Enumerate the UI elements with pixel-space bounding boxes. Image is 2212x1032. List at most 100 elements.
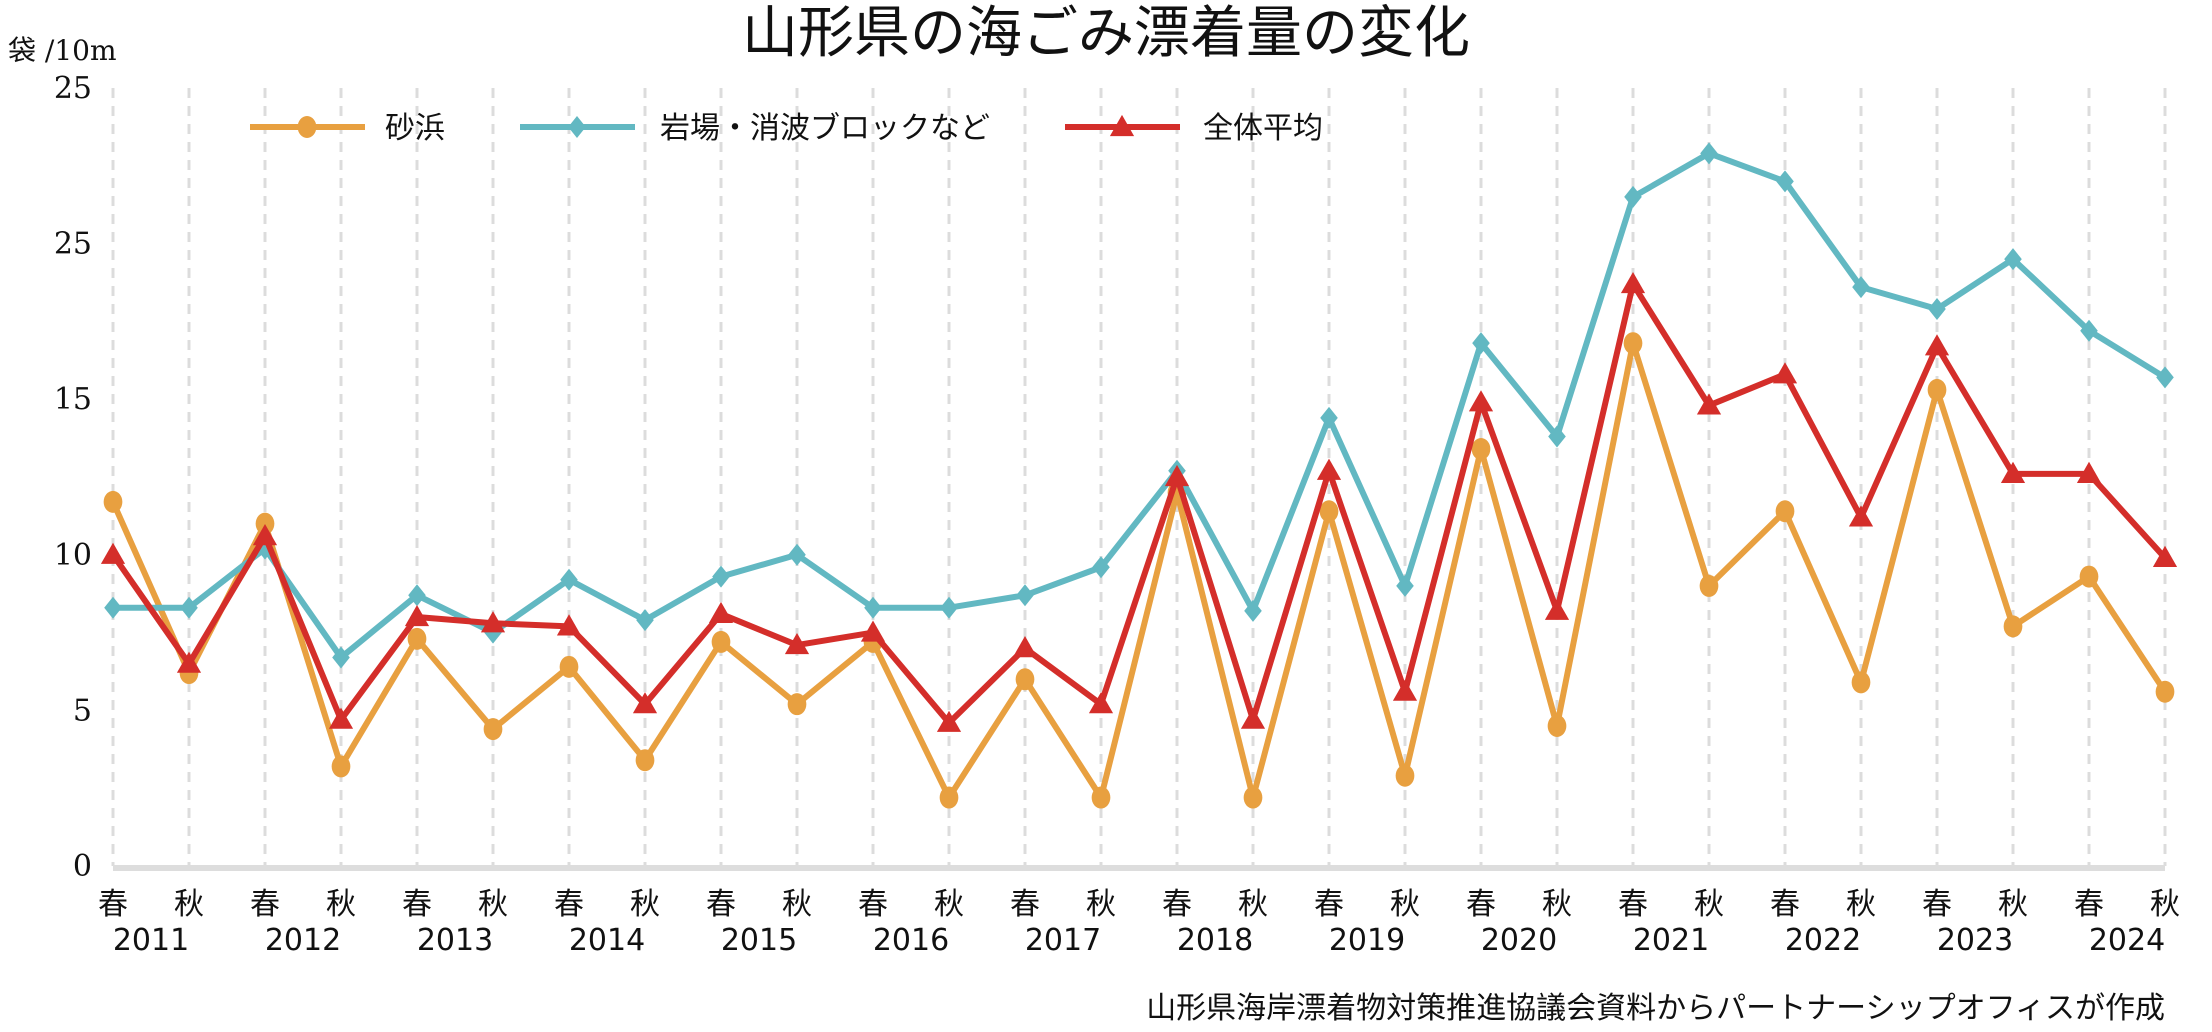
- data-point: [2003, 615, 2023, 638]
- x-tick-label: 春: [1162, 887, 1192, 922]
- data-point: [2076, 461, 2102, 483]
- year-label: 2013: [417, 923, 493, 958]
- data-point: [1471, 437, 1491, 460]
- x-tick-label: 春: [706, 887, 736, 922]
- data-point: [636, 609, 654, 632]
- data-point: [936, 710, 962, 732]
- series-2: [100, 271, 2178, 732]
- y-tick-label: 10: [54, 538, 92, 573]
- data-point: [1927, 378, 1947, 401]
- year-label: 2015: [721, 923, 797, 958]
- year-label: 2022: [1785, 923, 1861, 958]
- x-tick-label: 春: [1922, 887, 1952, 922]
- data-point: [788, 543, 806, 566]
- x-tick-label: 秋: [1086, 887, 1116, 922]
- chart-title: 山形県の海ごみ漂着量の変化: [742, 1, 1470, 66]
- data-point: [1015, 668, 1035, 691]
- data-point: [864, 596, 882, 619]
- year-label: 2014: [569, 923, 645, 958]
- x-tick-label: 春: [1466, 887, 1496, 922]
- x-tick-label: 秋: [630, 887, 660, 922]
- x-tick-label: 春: [98, 887, 128, 922]
- data-point: [560, 568, 578, 591]
- year-label: 2024: [2089, 923, 2165, 958]
- data-point: [635, 749, 655, 772]
- y-tick-label: 25: [54, 71, 92, 106]
- data-point: [104, 596, 122, 619]
- data-point: [1243, 786, 1263, 809]
- x-tick-label: 春: [858, 887, 888, 922]
- data-point: [1396, 574, 1414, 597]
- data-point: [2080, 319, 2098, 342]
- x-tick-label: 春: [1618, 887, 1648, 922]
- y-tick-label: 25: [54, 227, 92, 262]
- data-point: [1620, 271, 1646, 294]
- year-label: 2021: [1633, 923, 1709, 958]
- data-point: [1395, 764, 1415, 787]
- data-point: [1547, 714, 1567, 737]
- x-tick-label: 秋: [1846, 887, 1876, 922]
- legend-marker-diamond-icon: [568, 116, 586, 138]
- data-point: [1092, 556, 1110, 579]
- data-point: [2004, 248, 2022, 271]
- data-point: [556, 614, 582, 636]
- data-point: [1088, 692, 1114, 714]
- year-label: 2018: [1177, 923, 1253, 958]
- series-line: [110, 281, 2168, 726]
- x-tick-label: 秋: [174, 887, 204, 922]
- data-point: [408, 584, 426, 607]
- x-tick-label: 秋: [1542, 887, 1572, 922]
- series-line: [113, 150, 2167, 661]
- y-tick-label: 5: [73, 693, 92, 728]
- data-point: [1091, 786, 1111, 809]
- legend: 砂浜 岩場・消波ブロックなど 全体平均: [250, 111, 1323, 146]
- data-point: [180, 596, 198, 619]
- x-tick-label: 秋: [326, 887, 356, 922]
- data-point: [559, 655, 579, 678]
- data-point: [1012, 636, 1038, 658]
- year-label: 2019: [1329, 923, 1405, 958]
- data-point: [1851, 671, 1871, 694]
- data-point: [404, 604, 430, 627]
- year-label: 2020: [1481, 923, 1557, 958]
- data-point: [1240, 707, 1266, 729]
- data-point: [1699, 574, 1719, 597]
- x-tick-label: 秋: [1694, 887, 1724, 922]
- data-point: [100, 542, 126, 564]
- data-point: [1472, 332, 1490, 355]
- legend-label: 全体平均: [1203, 111, 1323, 146]
- data-point: [1924, 334, 1950, 356]
- data-point: [252, 524, 278, 546]
- y-tick-label: 0: [73, 849, 92, 884]
- data-point: [1928, 297, 1946, 320]
- data-point: [480, 611, 506, 633]
- legend-item: 砂浜: [250, 111, 445, 146]
- data-point: [1392, 679, 1418, 701]
- x-tick-label: 秋: [1238, 887, 1268, 922]
- series-1: [104, 142, 2174, 669]
- x-tick-label: 春: [1770, 887, 1800, 922]
- data-point: [1544, 598, 1570, 620]
- data-point: [2079, 565, 2099, 588]
- year-label: 2016: [873, 923, 949, 958]
- data-point: [712, 565, 730, 588]
- x-axis-ticks: 春秋春秋春秋春秋春秋春秋春秋春秋春秋春秋春秋春秋春秋春秋: [98, 887, 2180, 922]
- x-tick-label: 春: [250, 887, 280, 922]
- y-tick-label: 15: [54, 382, 92, 417]
- data-point: [176, 651, 202, 673]
- source-note: 山形県海岸漂着物対策推進協議会資料からパートナーシップオフィスが作成: [1146, 991, 2165, 1026]
- x-tick-label: 春: [2074, 887, 2104, 922]
- data-point: [1852, 276, 1870, 299]
- legend-label: 砂浜: [385, 111, 445, 146]
- x-tick-label: 春: [1010, 887, 1040, 922]
- series-0: [103, 332, 2175, 809]
- data-point: [2155, 680, 2175, 703]
- legend-item: 岩場・消波ブロックなど: [520, 111, 990, 146]
- y-axis-unit-label: 袋 /10m: [8, 34, 117, 67]
- legend-marker-circle-icon: [297, 116, 317, 138]
- x-tick-label: 春: [402, 887, 432, 922]
- data-point: [1016, 584, 1034, 607]
- data-point: [1244, 599, 1262, 622]
